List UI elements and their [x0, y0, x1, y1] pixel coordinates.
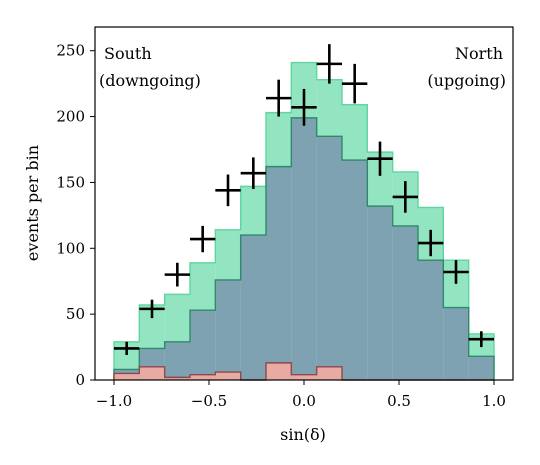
data-point	[468, 331, 494, 348]
x-tick-label: 0.5	[387, 392, 411, 410]
plot-frame	[94, 26, 514, 381]
data-point	[266, 79, 292, 117]
data-points	[114, 44, 494, 355]
data-point	[342, 63, 368, 104]
histogram-bar	[266, 362, 292, 380]
histogram-bar	[316, 366, 342, 380]
histogram-bar	[164, 341, 190, 380]
y-tick-label: 250	[56, 42, 85, 60]
data-point	[443, 260, 469, 284]
y-axis-title: events per bin	[23, 145, 42, 261]
y-tick-label: 100	[56, 239, 85, 257]
data-point	[114, 341, 140, 355]
data-point	[190, 225, 216, 253]
y-tick-label: 50	[66, 305, 85, 323]
histogram-bar	[266, 166, 292, 380]
x-tick-label: 0.0	[292, 392, 316, 410]
y-tick-label: 150	[56, 173, 85, 191]
x-tick-label: 1.0	[482, 392, 506, 410]
data-point	[291, 88, 317, 126]
histogram-bar	[291, 117, 317, 380]
histogram-bar	[190, 310, 216, 380]
x-tick-label: −1.0	[96, 392, 132, 410]
histogram-bar	[367, 206, 393, 380]
data-point	[240, 157, 266, 190]
histogram-bar	[139, 366, 165, 380]
annotation-north: North	[455, 44, 503, 63]
histogram-bar	[418, 260, 444, 380]
histogram-bar	[443, 307, 469, 380]
data-point	[316, 44, 342, 84]
x-axis-title: sin(δ)	[280, 425, 326, 444]
histogram-bar	[164, 377, 190, 380]
annotation-downgoing: (downgoing)	[99, 71, 201, 90]
y-axis: 0 50 100 150 200 250	[56, 42, 95, 389]
y-tick-label: 200	[56, 108, 85, 126]
annotation-south: South	[104, 44, 152, 63]
x-axis: −1.0 −0.5 0.0 0.5 1.0	[96, 380, 506, 410]
data-point	[139, 299, 165, 319]
histogram-bar	[291, 374, 317, 380]
histogram-bar	[342, 160, 368, 380]
x-tick-label: −0.5	[191, 392, 227, 410]
histogram-bar	[316, 136, 342, 380]
histogram-bar	[215, 372, 241, 380]
histogram-bar	[468, 356, 494, 380]
data-point	[418, 229, 444, 257]
y-tick-label: 0	[75, 371, 85, 389]
histogram-outline	[113, 61, 495, 380]
histogram-bar	[215, 279, 241, 380]
histogram-bar	[190, 374, 216, 380]
histogram-bar	[240, 235, 266, 380]
data-point	[164, 262, 190, 287]
histogram-bar	[392, 225, 418, 380]
annotation-upgoing: (upgoing)	[427, 71, 506, 90]
histogram-bar	[114, 373, 140, 380]
data-point	[215, 174, 241, 207]
data-point	[367, 141, 393, 176]
data-point	[392, 181, 418, 213]
plot-area	[113, 44, 495, 381]
